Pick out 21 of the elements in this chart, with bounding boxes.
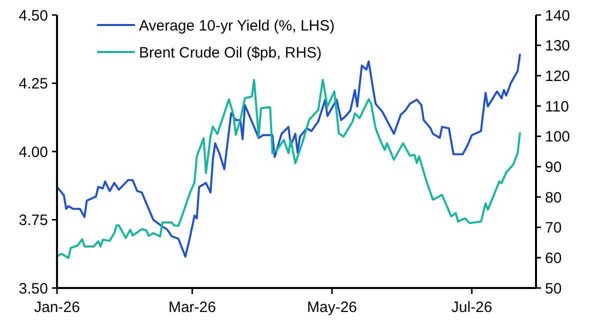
x-tick-label: Jul-26 bbox=[451, 299, 492, 316]
y2-tick-label: 90 bbox=[545, 158, 562, 176]
x-tick-label: May-26 bbox=[307, 299, 358, 316]
y2-tick-label: 140 bbox=[545, 7, 570, 24]
y-tick-label: 4.25 bbox=[18, 76, 48, 92]
legend-label: Brent Crude Oil ($pb, RHS) bbox=[139, 44, 322, 62]
y2-tick-label: 70 bbox=[545, 220, 562, 237]
y2-tick-label: 120 bbox=[545, 68, 570, 85]
y-tick-label: 3.50 bbox=[18, 280, 48, 298]
y-tick-label: 4.50 bbox=[18, 7, 48, 24]
y-tick-label: 4.00 bbox=[18, 144, 48, 161]
legend-label: Average 10-yr Yield (%, LHS) bbox=[139, 17, 335, 34]
y2-tick-label: 130 bbox=[545, 38, 570, 55]
y-tick-label: 3.75 bbox=[18, 212, 48, 229]
x-tick-label: Mar-26 bbox=[168, 299, 216, 316]
x-tick-label: Jan-26 bbox=[34, 299, 80, 316]
y2-tick-label: 100 bbox=[545, 128, 570, 146]
y2-tick-label: 60 bbox=[545, 250, 562, 267]
y2-tick-label: 80 bbox=[545, 189, 562, 206]
y2-tick-label: 110 bbox=[545, 98, 569, 116]
y2-tick-label: 50 bbox=[545, 280, 562, 298]
